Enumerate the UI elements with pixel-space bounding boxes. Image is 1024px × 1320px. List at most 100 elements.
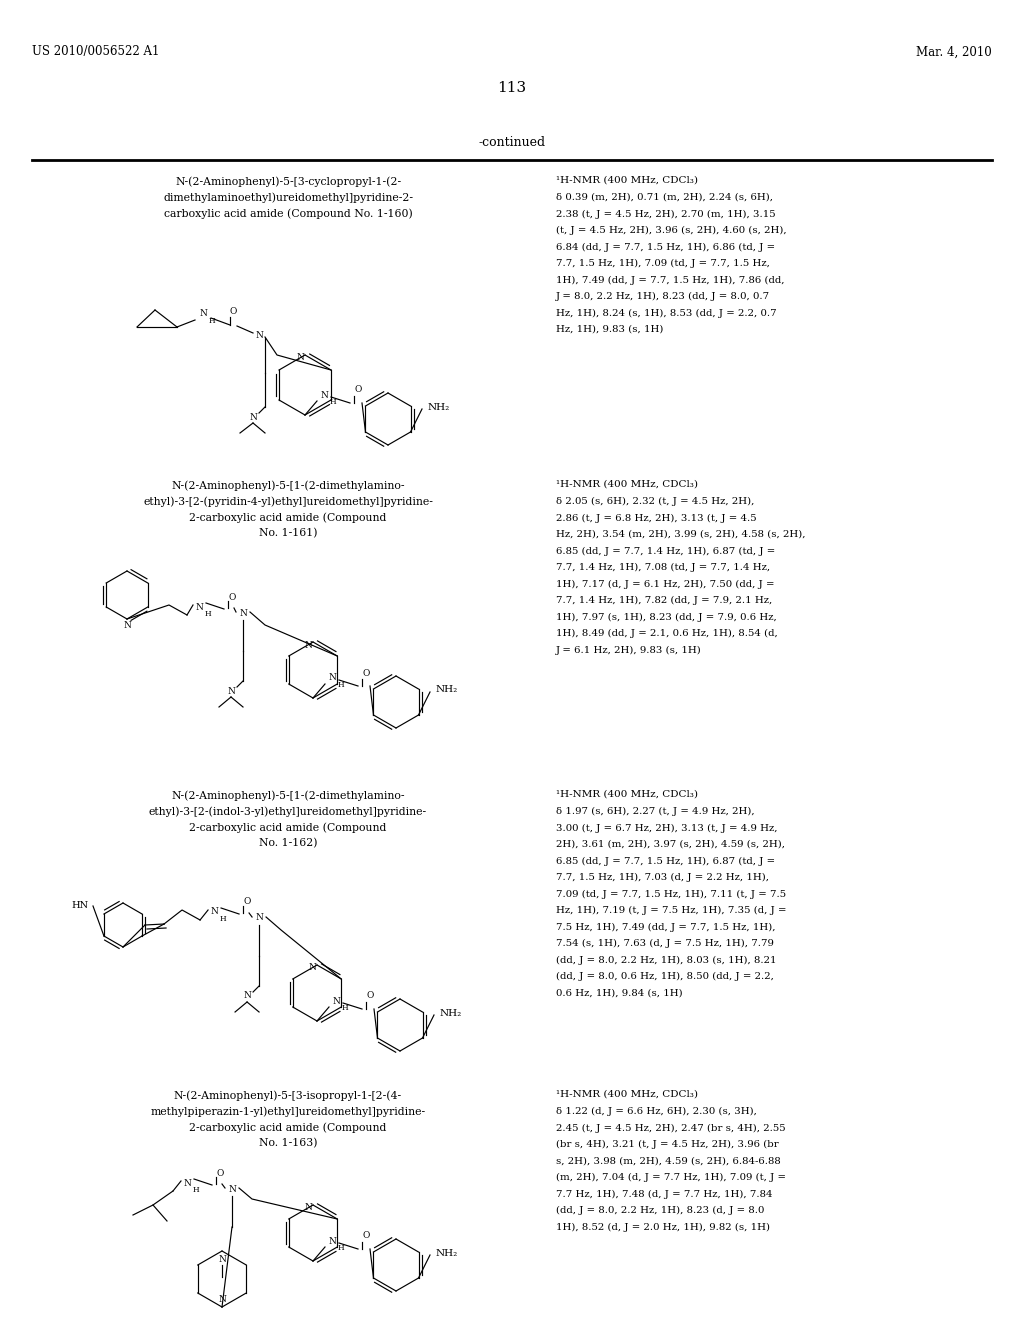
Text: 7.7, 1.5 Hz, 1H), 7.09 (td, J = 7.7, 1.5 Hz,: 7.7, 1.5 Hz, 1H), 7.09 (td, J = 7.7, 1.5… [556, 259, 770, 268]
Text: J = 8.0, 2.2 Hz, 1H), 8.23 (dd, J = 8.0, 0.7: J = 8.0, 2.2 Hz, 1H), 8.23 (dd, J = 8.0,… [556, 292, 770, 301]
Text: δ 2.05 (s, 6H), 2.32 (t, J = 4.5 Hz, 2H),: δ 2.05 (s, 6H), 2.32 (t, J = 4.5 Hz, 2H)… [556, 498, 755, 506]
Text: N: N [210, 908, 218, 916]
Text: 7.7, 1.5 Hz, 1H), 7.03 (d, J = 2.2 Hz, 1H),: 7.7, 1.5 Hz, 1H), 7.03 (d, J = 2.2 Hz, 1… [556, 873, 769, 882]
Text: N: N [183, 1179, 190, 1188]
Text: N: N [328, 673, 336, 682]
Text: Hz, 1H), 7.19 (t, J = 7.5 Hz, 1H), 7.35 (d, J =: Hz, 1H), 7.19 (t, J = 7.5 Hz, 1H), 7.35 … [556, 906, 786, 915]
Text: 113: 113 [498, 81, 526, 95]
Text: (dd, J = 8.0, 0.6 Hz, 1H), 8.50 (dd, J = 2.2,: (dd, J = 8.0, 0.6 Hz, 1H), 8.50 (dd, J =… [556, 972, 774, 981]
Text: (br s, 4H), 3.21 (t, J = 4.5 Hz, 2H), 3.96 (br: (br s, 4H), 3.21 (t, J = 4.5 Hz, 2H), 3.… [556, 1140, 778, 1150]
Text: O: O [362, 668, 370, 677]
Text: ¹H-NMR (400 MHz, CDCl₃): ¹H-NMR (400 MHz, CDCl₃) [556, 789, 698, 799]
Text: δ 0.39 (m, 2H), 0.71 (m, 2H), 2.24 (s, 6H),: δ 0.39 (m, 2H), 0.71 (m, 2H), 2.24 (s, 6… [556, 193, 773, 202]
Text: 1H), 8.49 (dd, J = 2.1, 0.6 Hz, 1H), 8.54 (d,: 1H), 8.49 (dd, J = 2.1, 0.6 Hz, 1H), 8.5… [556, 630, 778, 638]
Text: No. 1-162): No. 1-162) [259, 838, 317, 849]
Text: H: H [338, 681, 344, 689]
Text: N: N [227, 686, 234, 696]
Text: 7.7 Hz, 1H), 7.48 (d, J = 7.7 Hz, 1H), 7.84: 7.7 Hz, 1H), 7.48 (d, J = 7.7 Hz, 1H), 7… [556, 1189, 772, 1199]
Text: (m, 2H), 7.04 (d, J = 7.7 Hz, 1H), 7.09 (t, J =: (m, 2H), 7.04 (d, J = 7.7 Hz, 1H), 7.09 … [556, 1173, 786, 1183]
Text: N-(2-Aminophenyl)-5-[1-(2-dimethylamino-: N-(2-Aminophenyl)-5-[1-(2-dimethylamino- [171, 480, 404, 491]
Text: carboxylic acid amide (Compound No. 1-160): carboxylic acid amide (Compound No. 1-16… [164, 209, 413, 219]
Text: 2.45 (t, J = 4.5 Hz, 2H), 2.47 (br s, 4H), 2.55: 2.45 (t, J = 4.5 Hz, 2H), 2.47 (br s, 4H… [556, 1123, 785, 1133]
Text: 3.00 (t, J = 6.7 Hz, 2H), 3.13 (t, J = 4.9 Hz,: 3.00 (t, J = 6.7 Hz, 2H), 3.13 (t, J = 4… [556, 824, 777, 833]
Text: N: N [239, 609, 247, 618]
Text: O: O [229, 308, 237, 317]
Text: N: N [218, 1295, 226, 1304]
Text: N: N [199, 309, 207, 318]
Text: 2.38 (t, J = 4.5 Hz, 2H), 2.70 (m, 1H), 3.15: 2.38 (t, J = 4.5 Hz, 2H), 2.70 (m, 1H), … [556, 210, 775, 219]
Text: J = 6.1 Hz, 2H), 9.83 (s, 1H): J = 6.1 Hz, 2H), 9.83 (s, 1H) [556, 645, 701, 655]
Text: 0.6 Hz, 1H), 9.84 (s, 1H): 0.6 Hz, 1H), 9.84 (s, 1H) [556, 989, 683, 998]
Text: 6.85 (dd, J = 7.7, 1.4 Hz, 1H), 6.87 (td, J =: 6.85 (dd, J = 7.7, 1.4 Hz, 1H), 6.87 (td… [556, 546, 775, 556]
Text: N: N [296, 354, 304, 363]
Text: ¹H-NMR (400 MHz, CDCl₃): ¹H-NMR (400 MHz, CDCl₃) [556, 480, 698, 488]
Text: (dd, J = 8.0, 2.2 Hz, 1H), 8.03 (s, 1H), 8.21: (dd, J = 8.0, 2.2 Hz, 1H), 8.03 (s, 1H),… [556, 956, 776, 965]
Text: O: O [228, 593, 236, 602]
Text: N: N [123, 620, 131, 630]
Text: O: O [244, 898, 251, 907]
Text: No. 1-163): No. 1-163) [259, 1138, 317, 1148]
Text: HN: HN [72, 900, 89, 909]
Text: N: N [243, 991, 251, 1001]
Text: O: O [362, 1232, 370, 1241]
Text: N: N [228, 1184, 236, 1193]
Text: ¹H-NMR (400 MHz, CDCl₃): ¹H-NMR (400 MHz, CDCl₃) [556, 176, 698, 185]
Text: 2H), 3.61 (m, 2H), 3.97 (s, 2H), 4.59 (s, 2H),: 2H), 3.61 (m, 2H), 3.97 (s, 2H), 4.59 (s… [556, 840, 785, 849]
Text: Hz, 1H), 9.83 (s, 1H): Hz, 1H), 9.83 (s, 1H) [556, 325, 664, 334]
Text: N: N [218, 1254, 226, 1263]
Text: 6.84 (dd, J = 7.7, 1.5 Hz, 1H), 6.86 (td, J =: 6.84 (dd, J = 7.7, 1.5 Hz, 1H), 6.86 (td… [556, 243, 775, 252]
Text: N: N [328, 1237, 336, 1246]
Text: 7.54 (s, 1H), 7.63 (d, J = 7.5 Hz, 1H), 7.79: 7.54 (s, 1H), 7.63 (d, J = 7.5 Hz, 1H), … [556, 939, 774, 948]
Text: No. 1-161): No. 1-161) [259, 528, 317, 539]
Text: 7.5 Hz, 1H), 7.49 (dd, J = 7.7, 1.5 Hz, 1H),: 7.5 Hz, 1H), 7.49 (dd, J = 7.7, 1.5 Hz, … [556, 923, 775, 932]
Text: 2-carboxylic acid amide (Compound: 2-carboxylic acid amide (Compound [189, 512, 387, 523]
Text: N: N [255, 913, 263, 923]
Text: methylpiperazin-1-yl)ethyl]ureidomethyl]pyridine-: methylpiperazin-1-yl)ethyl]ureidomethyl]… [151, 1106, 426, 1117]
Text: H: H [209, 317, 215, 325]
Text: Mar. 4, 2010: Mar. 4, 2010 [916, 45, 992, 58]
Text: 1H), 7.49 (dd, J = 7.7, 1.5 Hz, 1H), 7.86 (dd,: 1H), 7.49 (dd, J = 7.7, 1.5 Hz, 1H), 7.8… [556, 276, 784, 285]
Text: N: N [304, 640, 312, 649]
Text: NH₂: NH₂ [428, 403, 451, 412]
Text: 7.7, 1.4 Hz, 1H), 7.82 (dd, J = 7.9, 2.1 Hz,: 7.7, 1.4 Hz, 1H), 7.82 (dd, J = 7.9, 2.1… [556, 597, 772, 605]
Text: H: H [205, 610, 211, 618]
Text: N-(2-Aminophenyl)-5-[3-isopropyl-1-[2-(4-: N-(2-Aminophenyl)-5-[3-isopropyl-1-[2-(4… [174, 1090, 402, 1101]
Text: NH₂: NH₂ [440, 1008, 462, 1018]
Text: NH₂: NH₂ [436, 1249, 459, 1258]
Text: Hz, 2H), 3.54 (m, 2H), 3.99 (s, 2H), 4.58 (s, 2H),: Hz, 2H), 3.54 (m, 2H), 3.99 (s, 2H), 4.5… [556, 531, 806, 539]
Text: δ 1.22 (d, J = 6.6 Hz, 6H), 2.30 (s, 3H),: δ 1.22 (d, J = 6.6 Hz, 6H), 2.30 (s, 3H)… [556, 1107, 757, 1117]
Text: 7.7, 1.4 Hz, 1H), 7.08 (td, J = 7.7, 1.4 Hz,: 7.7, 1.4 Hz, 1H), 7.08 (td, J = 7.7, 1.4… [556, 564, 770, 572]
Text: H: H [330, 399, 336, 407]
Text: ethyl)-3-[2-(indol-3-yl)ethyl]ureidomethyl]pyridine-: ethyl)-3-[2-(indol-3-yl)ethyl]ureidometh… [148, 807, 427, 817]
Text: s, 2H), 3.98 (m, 2H), 4.59 (s, 2H), 6.84-6.88: s, 2H), 3.98 (m, 2H), 4.59 (s, 2H), 6.84… [556, 1156, 780, 1166]
Text: 1H), 7.97 (s, 1H), 8.23 (dd, J = 7.9, 0.6 Hz,: 1H), 7.97 (s, 1H), 8.23 (dd, J = 7.9, 0.… [556, 612, 777, 622]
Text: N: N [332, 997, 340, 1006]
Text: 7.09 (td, J = 7.7, 1.5 Hz, 1H), 7.11 (t, J = 7.5: 7.09 (td, J = 7.7, 1.5 Hz, 1H), 7.11 (t,… [556, 890, 786, 899]
Text: N-(2-Aminophenyl)-5-[1-(2-dimethylamino-: N-(2-Aminophenyl)-5-[1-(2-dimethylamino- [171, 789, 404, 800]
Text: ethyl)-3-[2-(pyridin-4-yl)ethyl]ureidomethyl]pyridine-: ethyl)-3-[2-(pyridin-4-yl)ethyl]ureidome… [143, 496, 433, 507]
Text: H: H [342, 1005, 348, 1012]
Text: O: O [367, 991, 374, 1001]
Text: H: H [338, 1243, 344, 1251]
Text: -continued: -continued [478, 136, 546, 149]
Text: N: N [255, 331, 263, 341]
Text: 2-carboxylic acid amide (Compound: 2-carboxylic acid amide (Compound [189, 822, 387, 833]
Text: NH₂: NH₂ [436, 685, 459, 694]
Text: H: H [220, 915, 226, 923]
Text: Hz, 1H), 8.24 (s, 1H), 8.53 (dd, J = 2.2, 0.7: Hz, 1H), 8.24 (s, 1H), 8.53 (dd, J = 2.2… [556, 309, 776, 318]
Text: N: N [249, 412, 257, 421]
Text: O: O [354, 385, 361, 395]
Text: N: N [321, 391, 328, 400]
Text: N: N [195, 602, 203, 611]
Text: dimethylaminoethyl)ureidomethyl]pyridine-2-: dimethylaminoethyl)ureidomethyl]pyridine… [163, 191, 413, 202]
Text: 6.85 (dd, J = 7.7, 1.5 Hz, 1H), 6.87 (td, J =: 6.85 (dd, J = 7.7, 1.5 Hz, 1H), 6.87 (td… [556, 857, 775, 866]
Text: US 2010/0056522 A1: US 2010/0056522 A1 [32, 45, 160, 58]
Text: (dd, J = 8.0, 2.2 Hz, 1H), 8.23 (d, J = 8.0: (dd, J = 8.0, 2.2 Hz, 1H), 8.23 (d, J = … [556, 1206, 764, 1216]
Text: N: N [308, 964, 316, 973]
Text: ¹H-NMR (400 MHz, CDCl₃): ¹H-NMR (400 MHz, CDCl₃) [556, 1090, 698, 1100]
Text: N: N [304, 1204, 312, 1213]
Text: O: O [216, 1168, 223, 1177]
Text: 2.86 (t, J = 6.8 Hz, 2H), 3.13 (t, J = 4.5: 2.86 (t, J = 6.8 Hz, 2H), 3.13 (t, J = 4… [556, 513, 757, 523]
Text: 2-carboxylic acid amide (Compound: 2-carboxylic acid amide (Compound [189, 1122, 387, 1133]
Text: δ 1.97 (s, 6H), 2.27 (t, J = 4.9 Hz, 2H),: δ 1.97 (s, 6H), 2.27 (t, J = 4.9 Hz, 2H)… [556, 807, 755, 816]
